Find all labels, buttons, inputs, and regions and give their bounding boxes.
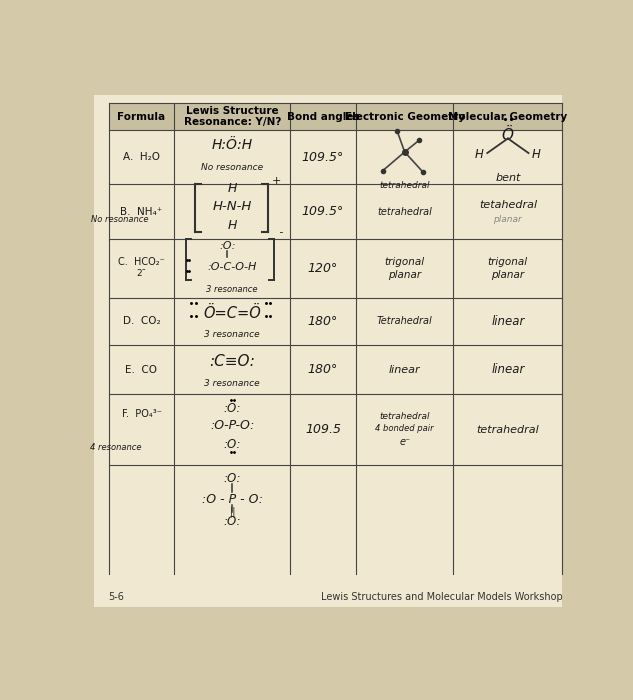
Text: tetrahedral: tetrahedral <box>377 206 432 216</box>
Text: Lewis Structures and Molecular Models Workshop: Lewis Structures and Molecular Models Wo… <box>320 592 562 602</box>
Text: :O-P-O:: :O-P-O: <box>210 419 254 432</box>
Text: Tetrahedral: Tetrahedral <box>377 316 432 326</box>
Text: planar: planar <box>491 270 525 279</box>
Text: H: H <box>227 183 237 195</box>
Text: 3 resonance: 3 resonance <box>206 285 258 294</box>
Text: tetrahedral: tetrahedral <box>379 181 430 190</box>
Text: No resonance: No resonance <box>91 215 149 224</box>
Text: C.  HCO₂⁻: C. HCO₂⁻ <box>118 257 165 267</box>
Text: 109.5°: 109.5° <box>302 150 344 164</box>
Text: trigonal: trigonal <box>488 257 528 267</box>
Text: 2¯: 2¯ <box>136 269 146 278</box>
Text: :C≡O:: :C≡O: <box>210 354 255 369</box>
Text: ||: || <box>230 507 237 517</box>
Text: H:Ö:H: H:Ö:H <box>211 139 253 153</box>
Text: Formula: Formula <box>117 111 165 122</box>
Text: Molecular Geometry: Molecular Geometry <box>448 111 568 122</box>
Text: No resonance: No resonance <box>201 162 263 172</box>
Text: A.  H₂O: A. H₂O <box>123 153 160 162</box>
Text: H-N-H: H-N-H <box>213 199 252 213</box>
Text: :O - P - O:: :O - P - O: <box>202 493 263 505</box>
Text: tetrahedral: tetrahedral <box>477 425 539 435</box>
Text: 3 resonance: 3 resonance <box>204 379 260 388</box>
Text: planar: planar <box>388 270 421 279</box>
Text: E.  CO: E. CO <box>125 365 158 374</box>
Text: Lewis Structure
Resonance: Y/N?: Lewis Structure Resonance: Y/N? <box>184 106 281 127</box>
Text: D.  CO₂: D. CO₂ <box>123 316 160 326</box>
Text: H: H <box>227 218 237 232</box>
Text: +: + <box>272 176 281 186</box>
Text: :O:: :O: <box>223 402 241 414</box>
Text: :O:: :O: <box>223 515 241 528</box>
Text: 5-6: 5-6 <box>109 592 125 602</box>
Text: F.  PO₄³⁻: F. PO₄³⁻ <box>122 409 161 419</box>
FancyBboxPatch shape <box>94 94 562 607</box>
Text: B.  NH₄⁺: B. NH₄⁺ <box>120 206 163 216</box>
Text: Bond angles: Bond angles <box>287 111 360 122</box>
Text: 180°: 180° <box>308 363 338 376</box>
Text: 4 resonance: 4 resonance <box>90 443 141 452</box>
Text: H: H <box>475 148 484 161</box>
Text: :O-C-O-H: :O-C-O-H <box>208 262 257 272</box>
Bar <box>109 103 562 130</box>
Text: Electronic Geometry: Electronic Geometry <box>344 111 465 122</box>
Text: e⁻: e⁻ <box>399 437 410 447</box>
Text: Ö: Ö <box>502 128 514 144</box>
Text: ¯: ¯ <box>279 232 284 242</box>
Text: bent: bent <box>495 173 520 183</box>
Text: :O:: :O: <box>219 241 235 251</box>
Text: 120°: 120° <box>308 262 338 274</box>
Text: linear: linear <box>389 365 420 374</box>
Text: linear: linear <box>491 363 525 376</box>
Text: tetahedral: tetahedral <box>479 200 537 210</box>
Text: 3 resonance: 3 resonance <box>204 330 260 340</box>
Text: H: H <box>532 148 541 161</box>
Text: linear: linear <box>491 315 525 328</box>
Text: planar: planar <box>494 215 522 224</box>
Text: 109.5: 109.5 <box>305 424 341 436</box>
Text: :O:: :O: <box>223 472 241 485</box>
Text: 109.5°: 109.5° <box>302 205 344 218</box>
Text: :O:: :O: <box>223 438 241 452</box>
Text: tetrahedral: tetrahedral <box>379 412 430 421</box>
Text: 4 bonded pair: 4 bonded pair <box>375 424 434 433</box>
Text: 180°: 180° <box>308 315 338 328</box>
Text: trigonal: trigonal <box>385 257 425 267</box>
Text: Ö=C=Ö: Ö=C=Ö <box>203 306 261 321</box>
